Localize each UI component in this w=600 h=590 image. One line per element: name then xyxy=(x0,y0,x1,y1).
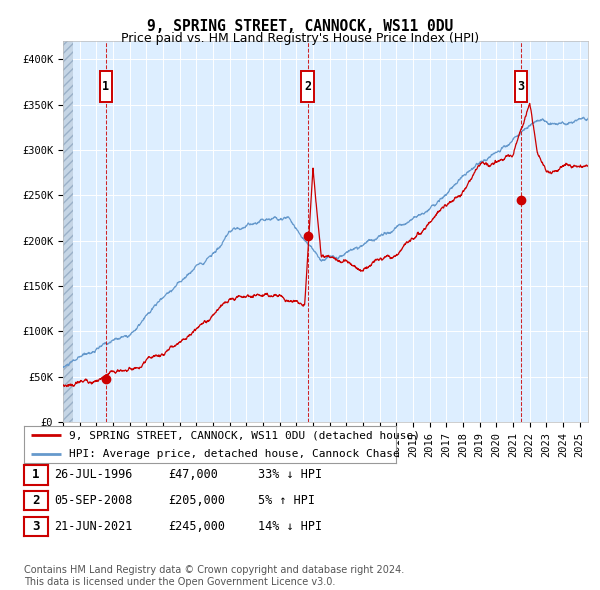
Text: £47,000: £47,000 xyxy=(168,468,218,481)
Text: 26-JUL-1996: 26-JUL-1996 xyxy=(54,468,133,481)
Text: 05-SEP-2008: 05-SEP-2008 xyxy=(54,494,133,507)
Bar xyxy=(100,71,112,102)
Text: 3: 3 xyxy=(517,80,524,93)
Bar xyxy=(63,41,73,422)
Text: 9, SPRING STREET, CANNOCK, WS11 0DU: 9, SPRING STREET, CANNOCK, WS11 0DU xyxy=(147,19,453,34)
Text: Price paid vs. HM Land Registry's House Price Index (HPI): Price paid vs. HM Land Registry's House … xyxy=(121,32,479,45)
Text: 2: 2 xyxy=(304,80,311,93)
Text: Contains HM Land Registry data © Crown copyright and database right 2024.
This d: Contains HM Land Registry data © Crown c… xyxy=(24,565,404,587)
Bar xyxy=(515,71,527,102)
Text: £245,000: £245,000 xyxy=(168,520,225,533)
Text: 14% ↓ HPI: 14% ↓ HPI xyxy=(258,520,322,533)
Text: 2: 2 xyxy=(32,494,40,507)
Text: 9, SPRING STREET, CANNOCK, WS11 0DU (detached house): 9, SPRING STREET, CANNOCK, WS11 0DU (det… xyxy=(68,430,419,440)
Text: 33% ↓ HPI: 33% ↓ HPI xyxy=(258,468,322,481)
Text: HPI: Average price, detached house, Cannock Chase: HPI: Average price, detached house, Cann… xyxy=(68,449,400,459)
Text: 1: 1 xyxy=(102,80,109,93)
Bar xyxy=(301,71,314,102)
Text: 1: 1 xyxy=(32,468,40,481)
Text: 5% ↑ HPI: 5% ↑ HPI xyxy=(258,494,315,507)
Text: 21-JUN-2021: 21-JUN-2021 xyxy=(54,520,133,533)
Text: 3: 3 xyxy=(32,520,40,533)
Text: £205,000: £205,000 xyxy=(168,494,225,507)
